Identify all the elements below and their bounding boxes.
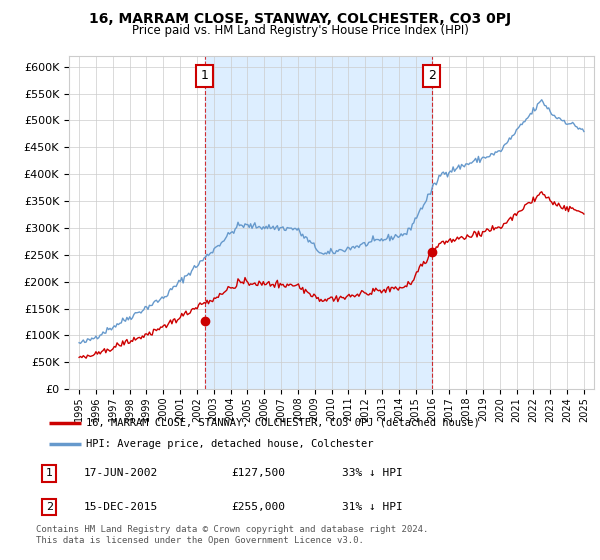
Text: £127,500: £127,500	[232, 468, 286, 478]
Text: 2: 2	[46, 502, 53, 512]
Text: Price paid vs. HM Land Registry's House Price Index (HPI): Price paid vs. HM Land Registry's House …	[131, 24, 469, 36]
Text: £255,000: £255,000	[232, 502, 286, 512]
Text: 17-JUN-2002: 17-JUN-2002	[83, 468, 158, 478]
Text: Contains HM Land Registry data © Crown copyright and database right 2024.
This d: Contains HM Land Registry data © Crown c…	[36, 525, 428, 545]
Text: 33% ↓ HPI: 33% ↓ HPI	[342, 468, 403, 478]
Text: 16, MARRAM CLOSE, STANWAY, COLCHESTER, CO3 0PJ (detached house): 16, MARRAM CLOSE, STANWAY, COLCHESTER, C…	[86, 418, 480, 428]
Text: 31% ↓ HPI: 31% ↓ HPI	[342, 502, 403, 512]
Text: 1: 1	[200, 69, 209, 82]
Text: 16, MARRAM CLOSE, STANWAY, COLCHESTER, CO3 0PJ: 16, MARRAM CLOSE, STANWAY, COLCHESTER, C…	[89, 12, 511, 26]
Text: 2: 2	[428, 69, 436, 82]
Text: 1: 1	[46, 468, 53, 478]
Text: HPI: Average price, detached house, Colchester: HPI: Average price, detached house, Colc…	[86, 439, 374, 449]
Text: 15-DEC-2015: 15-DEC-2015	[83, 502, 158, 512]
Bar	[205, 56, 432, 389]
